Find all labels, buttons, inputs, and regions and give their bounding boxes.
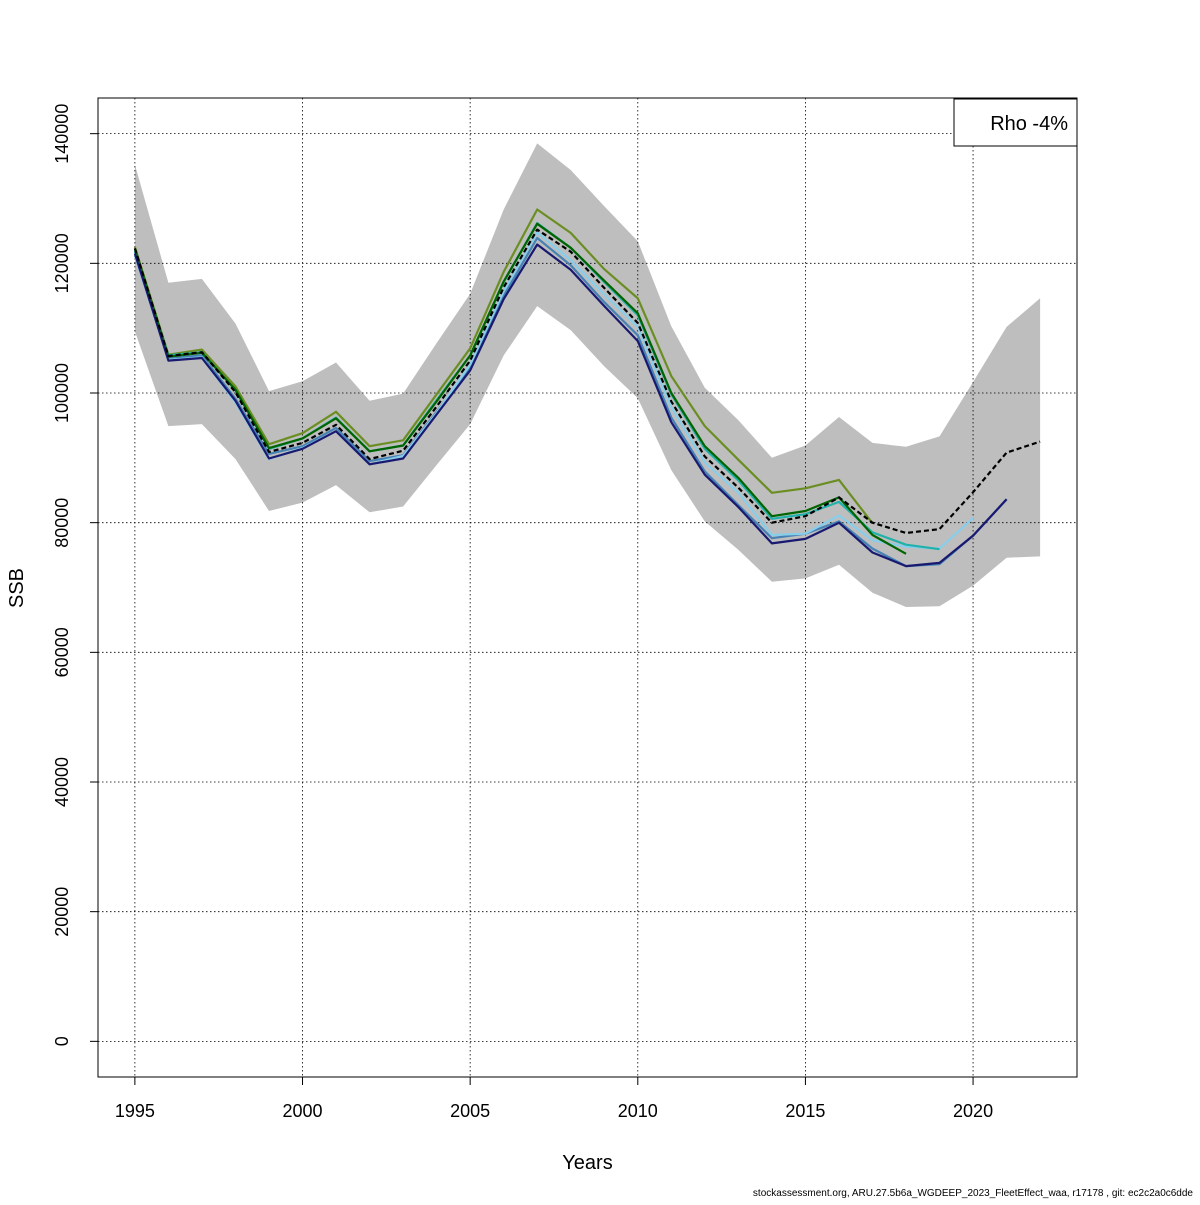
y-axis-title: SSB: [6, 568, 28, 608]
y-tick-label: 20000: [52, 887, 72, 937]
legend-text: Rho -4%: [990, 113, 1068, 135]
legend-box: [953, 98, 1078, 147]
x-tick-label: 2020: [953, 1101, 993, 1121]
series-layer: [133, 208, 1041, 568]
confidence-band-layer: [134, 143, 1041, 607]
y-tick-label: 140000: [52, 104, 72, 164]
series-line-7: [133, 228, 1041, 535]
confidence-band: [134, 143, 1041, 607]
x-tick-label: 2015: [785, 1101, 825, 1121]
y-axis: 0 20000 40000 60000 80000 100000 120000 140000: [52, 104, 99, 1046]
series-line-5: [133, 222, 907, 555]
legend: Rho -4%: [953, 98, 1078, 147]
y-tick-label: 0: [52, 1036, 72, 1046]
x-axis-title: Years: [562, 1152, 612, 1174]
y-tick-label: 60000: [52, 627, 72, 677]
series-line-6: [133, 243, 1008, 568]
x-axis: 1995 2000 2005 2010 2015 2020: [115, 1076, 993, 1121]
y-tick-label: 120000: [52, 233, 72, 293]
series-line-2: [133, 236, 1008, 568]
x-tick-label: 2005: [450, 1101, 490, 1121]
x-tick-label: 2000: [282, 1101, 322, 1121]
y-tick-label: 40000: [52, 757, 72, 807]
series-line-1: [133, 208, 874, 524]
y-tick-label: 80000: [52, 498, 72, 548]
footer-text: stockassessment.org, ARU.27.5b6a_WGDEEP_…: [753, 1188, 1194, 1199]
x-tick-label: 1995: [115, 1101, 155, 1121]
y-tick-label: 100000: [52, 363, 72, 423]
x-tick-label: 2010: [618, 1101, 658, 1121]
